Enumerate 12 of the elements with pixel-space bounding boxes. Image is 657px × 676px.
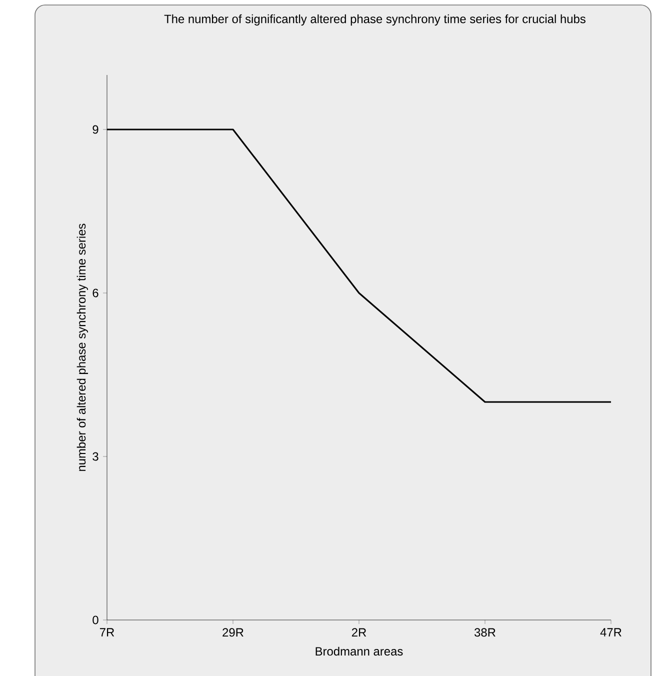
- x-tick-label: 2R: [352, 628, 366, 637]
- y-tick-label: 6: [92, 288, 98, 298]
- y-tick-label: 3: [92, 452, 98, 461]
- x-tick-label: 29R: [222, 628, 244, 637]
- x-tick-label: 7R: [100, 628, 114, 636]
- x-tick-label: 38R: [474, 628, 496, 637]
- y-tick-label: 9: [92, 125, 98, 134]
- y-tick-label: 0: [92, 616, 98, 624]
- x-axis-title: Brodmann areas: [316, 646, 403, 656]
- x-tick-label: 47R: [600, 628, 622, 636]
- chart-title: The number of significantly altered phase synchrony time series for crucial hubs: [164, 14, 586, 26]
- y-axis-title: number of altered phase synchrony time series: [76, 224, 88, 471]
